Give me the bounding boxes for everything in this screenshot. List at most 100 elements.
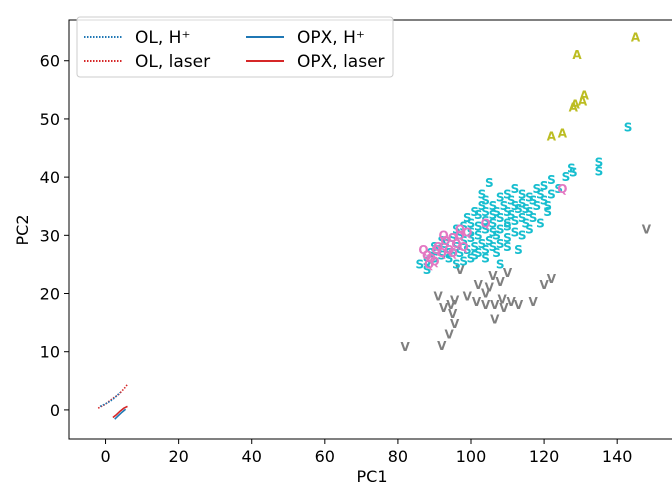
point-q: Q bbox=[557, 182, 567, 196]
point-s: S bbox=[463, 211, 472, 225]
point-s: S bbox=[423, 255, 432, 269]
point-s: S bbox=[503, 205, 512, 219]
point-s: S bbox=[459, 255, 468, 269]
point-v: V bbox=[528, 295, 538, 309]
point-s: S bbox=[496, 257, 505, 271]
point-v: V bbox=[642, 223, 652, 237]
legend: OL, H⁺ OL, laser OPX, H⁺ OPX, laser bbox=[76, 16, 394, 78]
x-tick-label: 60 bbox=[315, 447, 335, 466]
point-v: V bbox=[481, 298, 491, 312]
point-q: Q bbox=[459, 240, 469, 254]
point-s: S bbox=[474, 246, 483, 260]
point-v: V bbox=[539, 278, 549, 292]
point-s: S bbox=[434, 243, 443, 257]
point-s: S bbox=[415, 257, 424, 271]
x-tick-label: 40 bbox=[242, 447, 262, 466]
point-s: S bbox=[459, 234, 468, 248]
y-tick-label: 60 bbox=[40, 52, 60, 71]
point-s: S bbox=[423, 263, 432, 277]
point-v: V bbox=[514, 298, 524, 312]
point-s: S bbox=[496, 191, 505, 205]
point-s: S bbox=[470, 240, 479, 254]
y-tick-label: 20 bbox=[40, 285, 60, 304]
point-s: S bbox=[503, 240, 512, 254]
point-q: Q bbox=[444, 243, 454, 257]
x-tick-label: 20 bbox=[168, 447, 188, 466]
point-s: S bbox=[514, 243, 523, 257]
y-axis-label: PC2 bbox=[13, 215, 32, 246]
point-s: S bbox=[624, 121, 633, 135]
point-s: S bbox=[536, 217, 545, 231]
point-s: S bbox=[567, 161, 576, 175]
point-a: A bbox=[578, 95, 588, 109]
point-q: Q bbox=[455, 223, 465, 237]
point-s: S bbox=[562, 170, 571, 184]
point-s: S bbox=[481, 205, 490, 219]
point-q: Q bbox=[480, 217, 490, 231]
point-a: A bbox=[547, 129, 557, 143]
point-s: S bbox=[467, 217, 476, 231]
point-a: A bbox=[558, 127, 568, 141]
point-s: S bbox=[540, 179, 549, 193]
point-q: Q bbox=[424, 257, 434, 271]
point-s: S bbox=[437, 249, 446, 263]
y-tick-label: 10 bbox=[40, 343, 60, 362]
y-tick-label: 50 bbox=[40, 110, 60, 129]
point-s: S bbox=[481, 252, 490, 266]
point-s: S bbox=[492, 228, 501, 242]
point-v: V bbox=[472, 295, 482, 309]
point-s: S bbox=[452, 257, 461, 271]
point-s: S bbox=[474, 228, 483, 242]
point-s: S bbox=[507, 193, 516, 207]
point-s: S bbox=[496, 223, 505, 237]
point-s: S bbox=[474, 208, 483, 222]
point-v: V bbox=[485, 281, 495, 295]
point-a: A bbox=[572, 48, 582, 62]
point-v: V bbox=[433, 289, 443, 303]
point-a: A bbox=[580, 89, 590, 103]
point-q: Q bbox=[462, 225, 472, 239]
point-v: V bbox=[481, 287, 491, 301]
point-s: S bbox=[437, 234, 446, 248]
point-q: Q bbox=[440, 234, 450, 248]
point-v: V bbox=[507, 295, 517, 309]
point-v: V bbox=[474, 278, 484, 292]
point-s: S bbox=[525, 205, 534, 219]
point-s: S bbox=[511, 182, 520, 196]
point-v: V bbox=[497, 292, 507, 306]
point-q: Q bbox=[438, 228, 448, 242]
point-s: S bbox=[481, 193, 490, 207]
point-q: Q bbox=[426, 252, 436, 266]
x-tick-label: 100 bbox=[456, 447, 487, 466]
plot-frame bbox=[68, 19, 672, 440]
legend-label: OPX, H⁺ bbox=[297, 28, 365, 48]
point-s: S bbox=[514, 202, 523, 216]
point-v: V bbox=[401, 340, 411, 354]
point-s: S bbox=[543, 205, 552, 219]
x-tick-label: 120 bbox=[529, 447, 560, 466]
point-q: Q bbox=[448, 231, 458, 245]
point-s: S bbox=[470, 249, 479, 263]
point-v: V bbox=[444, 327, 454, 341]
point-s: S bbox=[481, 243, 490, 257]
point-s: S bbox=[500, 199, 509, 213]
point-s: S bbox=[445, 246, 454, 260]
point-q: Q bbox=[455, 228, 465, 242]
point-s: S bbox=[485, 234, 494, 248]
point-v: V bbox=[490, 313, 500, 327]
point-s: S bbox=[595, 164, 604, 178]
point-s: S bbox=[467, 252, 476, 266]
legend-label: OL, laser bbox=[135, 52, 210, 72]
point-s: S bbox=[503, 231, 512, 245]
point-q: Q bbox=[429, 255, 439, 269]
point-v: V bbox=[547, 272, 557, 286]
point-s: S bbox=[467, 225, 476, 239]
point-s: S bbox=[489, 208, 498, 222]
point-s: S bbox=[474, 220, 483, 234]
point-s: S bbox=[463, 243, 472, 257]
legend-label: OPX, laser bbox=[297, 52, 385, 72]
series-line bbox=[112, 405, 128, 419]
point-v: V bbox=[463, 289, 473, 303]
y-tick-label: 0 bbox=[50, 401, 60, 420]
